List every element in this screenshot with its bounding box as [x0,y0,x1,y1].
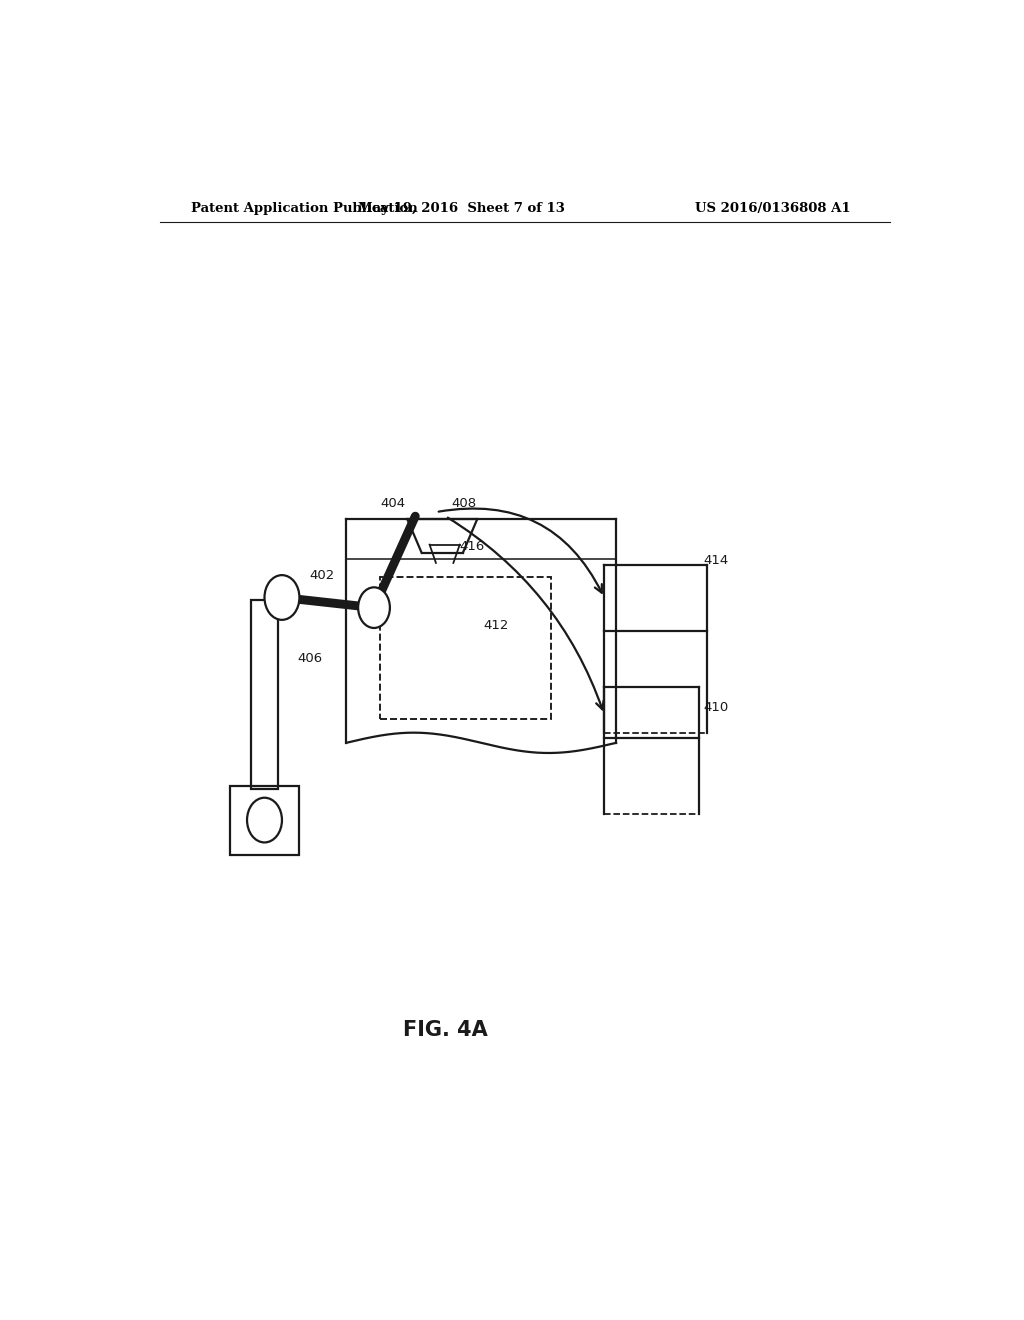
Text: 402: 402 [309,569,334,582]
Bar [251,599,278,788]
Text: 408: 408 [452,498,477,511]
Text: FIG. 4A: FIG. 4A [403,1020,487,1040]
FancyArrowPatch shape [447,517,603,709]
Circle shape [358,587,390,628]
FancyArrowPatch shape [438,508,602,593]
Text: 406: 406 [298,652,323,665]
Circle shape [264,576,299,620]
Text: 412: 412 [483,619,509,632]
Text: May 19, 2016  Sheet 7 of 13: May 19, 2016 Sheet 7 of 13 [357,202,565,215]
Text: US 2016/0136808 A1: US 2016/0136808 A1 [694,202,850,215]
Text: 410: 410 [703,701,729,714]
Text: Patent Application Publication: Patent Application Publication [191,202,418,215]
Bar [229,785,299,854]
Text: 414: 414 [703,554,729,568]
Circle shape [247,797,282,842]
Bar [380,577,551,719]
Text: 416: 416 [460,540,485,553]
Text: 404: 404 [380,498,406,511]
